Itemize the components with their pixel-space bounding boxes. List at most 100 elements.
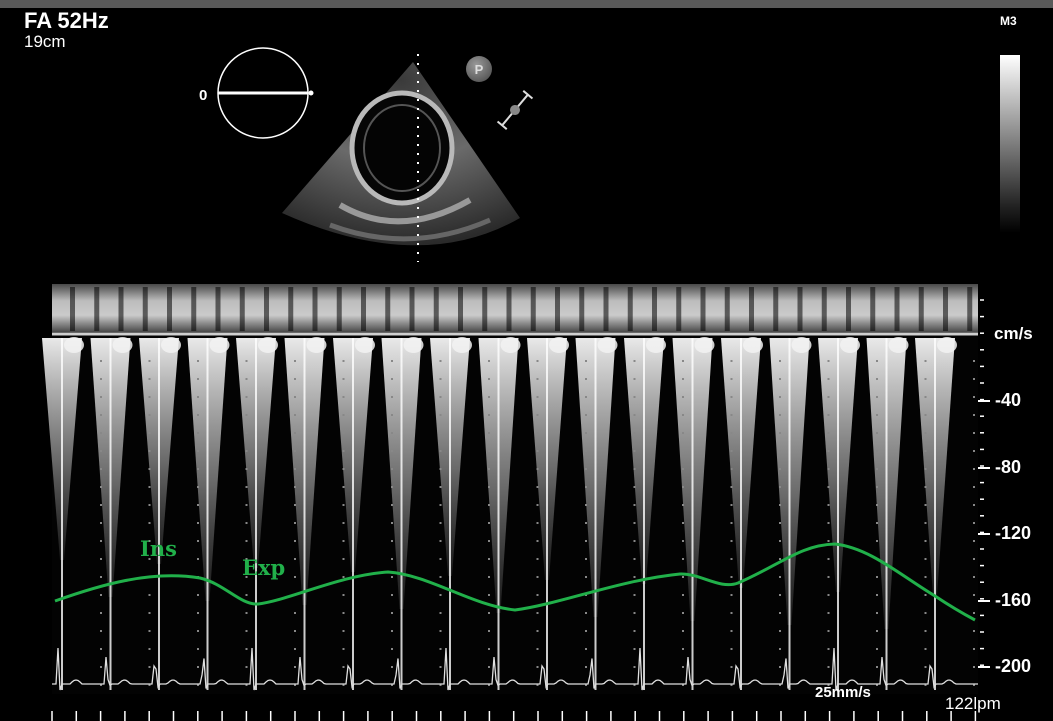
strip-band: [191, 287, 197, 331]
grid-dot: [779, 504, 781, 506]
grid-dot: [973, 648, 975, 650]
grid-dot: [585, 576, 587, 578]
grid-dot: [779, 450, 781, 452]
grid-dot: [391, 378, 393, 380]
grid-dot: [585, 558, 587, 560]
grid-dot: [342, 432, 345, 434]
grid-dot: [391, 486, 393, 488]
grid-dot: [391, 666, 393, 668]
grid-dot: [924, 468, 927, 470]
grid-dot: [924, 378, 927, 380]
grid-dot: [197, 450, 199, 452]
grid-dot: [294, 504, 296, 506]
grid-dot: [342, 396, 345, 398]
grid-dot: [391, 594, 393, 596]
grid-dot: [100, 486, 102, 488]
doppler-highlight: [888, 337, 909, 353]
grid-dot: [585, 522, 587, 524]
grid-dot: [779, 594, 781, 596]
strip-band: [530, 287, 536, 331]
grid-dot: [391, 576, 393, 578]
grid-dot: [973, 468, 975, 470]
grid-dot: [730, 396, 733, 398]
sweep-speed: 25mm/s: [815, 684, 871, 701]
doppler-highlight: [209, 337, 230, 353]
grid-dot: [730, 486, 733, 488]
grid-dot: [100, 684, 102, 686]
grid-dot: [391, 630, 393, 632]
grid-dot: [100, 612, 102, 614]
grid-dot: [439, 540, 442, 542]
grid-dot: [682, 576, 684, 578]
grid-dot: [100, 414, 102, 416]
grid-dot: [488, 540, 490, 542]
grid-dot: [682, 378, 684, 380]
grid-dot: [245, 522, 248, 524]
grid-dot: [682, 432, 684, 434]
grid-dot: [439, 558, 442, 560]
grid-dot: [827, 558, 830, 560]
strip-band: [288, 287, 294, 331]
grid-dot: [876, 396, 878, 398]
grid-dot: [779, 558, 781, 560]
grid-dot: [245, 396, 248, 398]
scale-label-200: -200: [995, 656, 1032, 676]
grid-dot: [100, 432, 102, 434]
grid-dot: [924, 360, 927, 362]
grid-dot: [342, 414, 345, 416]
grid-dot: [973, 576, 975, 578]
grid-dot: [148, 612, 151, 614]
grid-dot: [633, 558, 636, 560]
grid-dot: [633, 522, 636, 524]
mode-frequency-label: FA 52Hz: [24, 8, 109, 33]
grid-dot: [585, 630, 587, 632]
grid-dot: [876, 468, 878, 470]
grid-dot: [876, 666, 878, 668]
grid-dot: [342, 468, 345, 470]
grid-dot: [439, 378, 442, 380]
grid-dot: [294, 414, 296, 416]
grid-dot: [876, 594, 878, 596]
grid-dot: [148, 432, 151, 434]
grid-dot: [779, 414, 781, 416]
grid-dot: [779, 522, 781, 524]
grid-dot: [100, 648, 102, 650]
grid-dot: [148, 594, 151, 596]
grid-dot: [488, 522, 490, 524]
doppler-highlight: [694, 337, 715, 353]
grid-dot: [633, 432, 636, 434]
grid-dot: [439, 666, 442, 668]
grid-dot: [197, 558, 199, 560]
grid-dot: [973, 486, 975, 488]
strip-band: [361, 287, 366, 331]
grid-dot: [148, 684, 151, 686]
grid-dot: [245, 666, 248, 668]
doppler-highlight: [840, 337, 860, 353]
grid-dot: [342, 684, 345, 686]
grid-dot: [585, 612, 587, 614]
grid-dot: [439, 468, 442, 470]
strip-band: [603, 287, 609, 331]
strip-band: [870, 287, 876, 331]
grid-dot: [294, 468, 296, 470]
grid-dot: [876, 630, 878, 632]
grid-dot: [488, 486, 490, 488]
grid-dot: [827, 576, 830, 578]
grid-dot: [439, 486, 442, 488]
grid-dot: [585, 396, 587, 398]
grid-dot: [585, 378, 587, 380]
doppler-highlight: [306, 337, 327, 353]
grid-dot: [633, 576, 636, 578]
grid-dot: [633, 540, 636, 542]
grid-dot: [100, 450, 102, 452]
strip-band: [943, 287, 948, 331]
grid-dot: [245, 378, 248, 380]
grid-dot: [100, 504, 102, 506]
strip-band: [312, 287, 318, 331]
grid-dot: [633, 360, 636, 362]
grid-dot: [730, 612, 733, 614]
grid-dot: [730, 432, 733, 434]
grid-dot: [827, 684, 830, 686]
grid-dot: [197, 414, 199, 416]
grid-dot: [197, 396, 199, 398]
